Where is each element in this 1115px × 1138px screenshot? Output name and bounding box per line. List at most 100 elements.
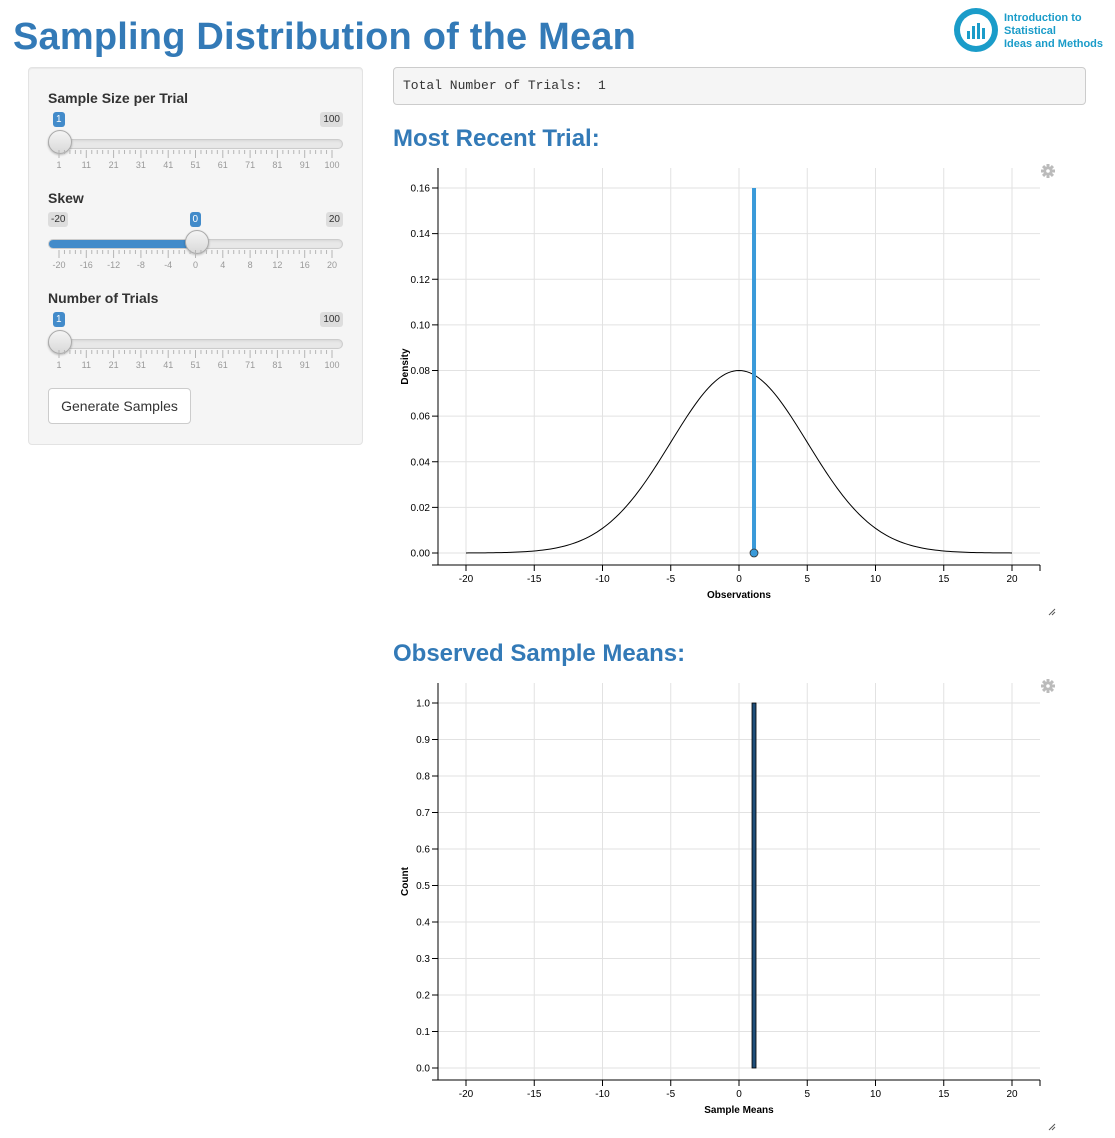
slider-tick-label: 41	[163, 360, 173, 370]
y-tick-label: 0.04	[411, 457, 431, 468]
slider-tick-label: 12	[272, 260, 282, 270]
slider-tick-label: 0	[193, 260, 198, 270]
resize-line	[1051, 611, 1056, 616]
y-tick-label: 0.5	[416, 881, 430, 892]
slider-tick-label: -8	[137, 260, 145, 270]
y-tick-label: 0.14	[411, 229, 431, 240]
x-tick-label: 10	[870, 1089, 882, 1100]
slider-tick-label: 61	[218, 160, 228, 170]
y-tick-label: 0.10	[411, 320, 431, 331]
x-tick-label: -5	[666, 574, 675, 585]
slider-tick-label: 16	[300, 260, 310, 270]
x-tick-label: -20	[459, 1089, 474, 1100]
x-tick-label: 5	[804, 574, 810, 585]
y-tick-label: 0.7	[416, 808, 430, 819]
logo-text: Introduction to Statistical Ideas and Me…	[1004, 12, 1114, 51]
gear-tooth	[1046, 164, 1050, 168]
x-tick-label: 0	[736, 574, 742, 585]
sample-means-title: Observed Sample Means:	[393, 640, 686, 667]
x-tick-label: 10	[870, 574, 882, 585]
slider-tick-label: 91	[300, 360, 310, 370]
logo-line: Ideas and Methods	[1004, 38, 1104, 50]
observation-point	[749, 548, 759, 558]
gear-hole	[1046, 169, 1050, 173]
y-tick-label: 0.16	[411, 184, 431, 195]
x-tick-label: -15	[527, 574, 542, 585]
slider-handle[interactable]	[48, 130, 72, 154]
slider-tick-label: 100	[324, 360, 339, 370]
x-axis-title: Observations	[707, 590, 771, 601]
total-trials-output: Total Number of Trials: 1	[393, 67, 1086, 105]
slider-tick-label: 61	[218, 360, 228, 370]
slider-tick-label: 31	[136, 360, 146, 370]
skew-slider[interactable]: -20 0 20 -20 -16 -12 -8 -4 0 4 8 12 16 20	[48, 212, 343, 272]
slider-tick-label: 4	[220, 260, 225, 270]
slider-value-badge: 1	[53, 112, 65, 127]
slider-tick-label: 51	[190, 360, 200, 370]
y-tick-label: 0.0	[416, 1064, 430, 1075]
slider-tick-label: 51	[190, 160, 200, 170]
skew-label: Skew	[48, 190, 84, 206]
slider-handle[interactable]	[48, 330, 72, 354]
slider-tick-label: -12	[107, 260, 120, 270]
x-tick-label: 20	[1006, 1089, 1018, 1100]
x-tick-label: -10	[595, 574, 610, 585]
controls-panel: Sample Size per Trial 1 1 100 1112131415…	[28, 67, 363, 445]
x-tick-label: -5	[666, 1089, 675, 1100]
y-tick-label: 0.08	[411, 366, 431, 377]
sample-size-label: Sample Size per Trial	[48, 90, 189, 106]
slider-tick-label: 8	[248, 260, 253, 270]
slider-tick-label: -16	[80, 260, 93, 270]
resize-handle-icon	[1048, 1123, 1056, 1131]
slider-tick-label: 20	[327, 260, 337, 270]
y-tick-label: 0.9	[416, 735, 430, 746]
x-tick-label: 0	[736, 1089, 742, 1100]
slider-tick-label: 71	[245, 160, 255, 170]
x-tick-label: 20	[1006, 574, 1018, 585]
recent-trial-chart: -20 -15 -10 -5 0 5 10 15 20 0.00 0.02 0.04 0.06 0.08 0…	[400, 164, 1056, 616]
slider-tick-label: -20	[52, 260, 65, 270]
gear-tooth	[1046, 689, 1050, 693]
density-curve	[465, 369, 1013, 554]
y-tick-label: 0.12	[411, 275, 431, 286]
slider-tick-label: 71	[245, 360, 255, 370]
sample-means-chart: -20 -15 -10 -5 0 5 10 15 20 0.0 0.1 0.2 0.3 0.4 0.5 0.6…	[400, 679, 1056, 1131]
slider-tick-label: 21	[109, 360, 119, 370]
slider-min-badge: -20	[48, 212, 69, 227]
y-tick-label: 0.6	[416, 845, 430, 856]
page-title: Sampling Distribution of the Mean	[13, 16, 637, 58]
generate-samples-button[interactable]: Generate Samples	[48, 388, 191, 424]
slider-tick-label: 81	[272, 360, 282, 370]
slider-ticks: -20 -16 -12 -8 -4 0 4 8 12 16 20	[52, 250, 337, 270]
slider-max-badge: 100	[320, 112, 343, 127]
recent-trial-title: Most Recent Trial:	[393, 125, 600, 152]
logo-line: Statistical	[1004, 25, 1056, 37]
y-tick-label: 0.1	[416, 1027, 430, 1038]
y-tick-label: 0.3	[416, 954, 430, 965]
logo: Introduction to Statistical Ideas and Me…	[952, 6, 1112, 56]
resize-line	[1051, 1126, 1056, 1131]
y-tick-label: 0.2	[416, 991, 430, 1002]
slider-tick-label: 1	[56, 160, 61, 170]
slider-tick-label: -4	[164, 260, 172, 270]
gear-tooth	[1046, 174, 1050, 178]
y-tick-label: 0.8	[416, 772, 430, 783]
x-tick-label: 15	[938, 1089, 950, 1100]
slider-handle[interactable]	[184, 230, 209, 254]
x-axis-title: Sample Means	[704, 1105, 774, 1116]
slider-tick-label: 91	[300, 160, 310, 170]
slider-tick-label: 100	[324, 160, 339, 170]
y-tick-label: 0.06	[411, 412, 431, 423]
slider-fill	[49, 240, 196, 248]
slider-tick-label: 31	[136, 160, 146, 170]
slider-max-badge: 100	[320, 312, 343, 327]
slider-tick-label: 81	[272, 160, 282, 170]
y-axis-title: Count	[400, 866, 411, 896]
x-tick-label: -20	[459, 574, 474, 585]
gear-tooth	[1046, 679, 1050, 683]
resize-line	[1048, 1123, 1056, 1131]
x-tick-label: 5	[804, 1089, 810, 1100]
y-tick-label: 0.00	[411, 549, 431, 560]
